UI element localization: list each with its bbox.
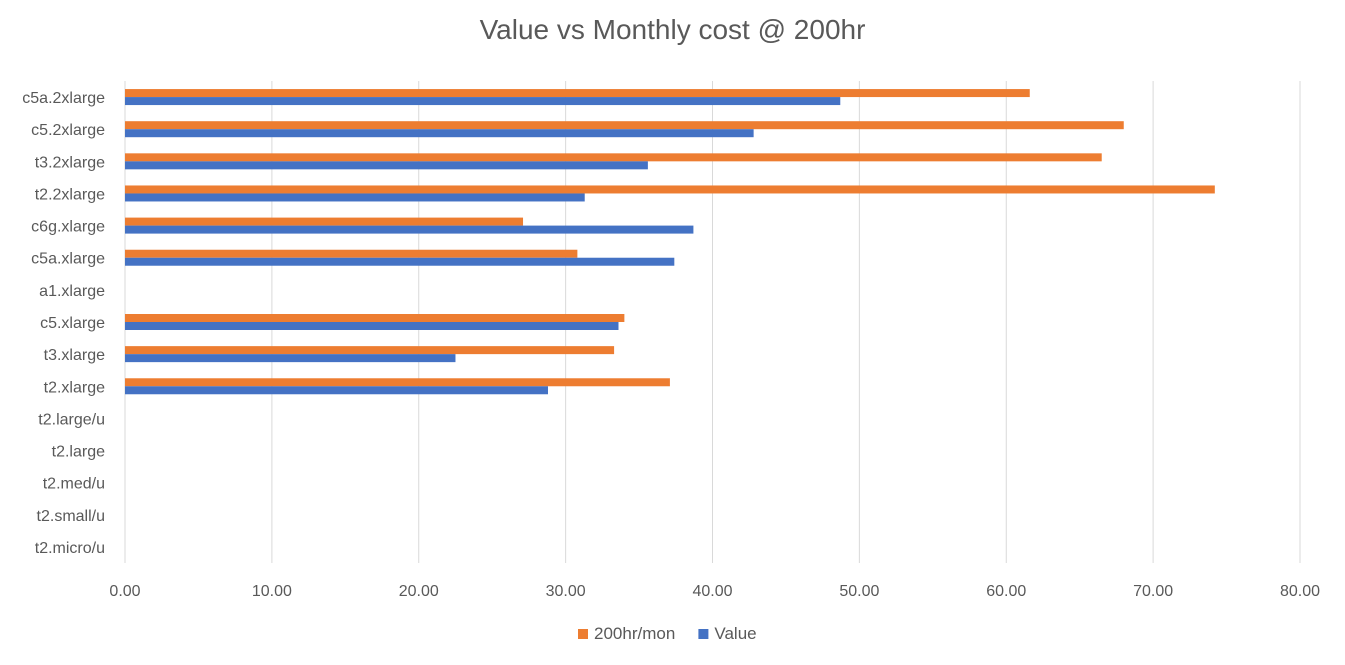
x-tick-label: 50.00: [839, 583, 879, 600]
legend-label: Value: [714, 624, 756, 643]
y-tick-label: t3.2xlarge: [35, 154, 105, 171]
y-tick-label: t2.micro/u: [35, 540, 105, 557]
bar-value: [125, 129, 754, 138]
x-tick-label: 30.00: [546, 583, 586, 600]
legend-swatch: [578, 629, 588, 639]
x-tick-label: 60.00: [986, 583, 1026, 600]
bar-value: [125, 161, 648, 170]
y-tick-label: t2.2xlarge: [35, 186, 105, 203]
bar-value: [125, 322, 619, 330]
x-tick-label: 20.00: [399, 583, 439, 600]
bar-value: [125, 193, 585, 202]
x-tick-label: 10.00: [252, 583, 292, 600]
bar-value: [125, 257, 675, 266]
x-tick-label: 80.00: [1280, 583, 1320, 600]
y-tick-label: t2.large/u: [38, 411, 105, 428]
bar-200hr-mon: [125, 185, 1215, 194]
bar-200hr-mon: [125, 153, 1102, 162]
legend-swatch: [698, 629, 709, 639]
y-tick-label: t3.xlarge: [44, 347, 105, 364]
bar-200hr-mon: [125, 314, 625, 322]
y-tick-label: t2.med/u: [43, 476, 105, 493]
bar-200hr-mon: [125, 121, 1124, 130]
x-tick-label: 40.00: [692, 583, 732, 600]
bar-200hr-mon: [125, 378, 670, 387]
bar-200hr-mon: [125, 249, 578, 258]
bar-value: [125, 386, 548, 395]
y-tick-label: c6g.xlarge: [31, 219, 105, 236]
bar-value: [125, 354, 456, 363]
y-tick-label: a1.xlarge: [39, 283, 105, 300]
bar-200hr-mon: [125, 217, 524, 226]
y-tick-label: c5a.xlarge: [31, 251, 105, 268]
legend-label: 200hr/mon: [594, 624, 675, 643]
y-tick-label: t2.large: [52, 444, 105, 461]
bar-200hr-mon: [125, 346, 615, 355]
y-tick-label: c5.xlarge: [40, 315, 105, 332]
bar-value: [125, 97, 841, 106]
bar-200hr-mon: [125, 89, 1030, 98]
y-tick-label: t2.xlarge: [44, 379, 105, 396]
x-tick-label: 0.00: [109, 583, 140, 600]
bar-value: [125, 225, 694, 234]
y-tick-label: c5a.2xlarge: [22, 90, 105, 107]
y-tick-label: c5.2xlarge: [31, 122, 105, 139]
y-tick-label: t2.small/u: [37, 508, 105, 525]
x-tick-label: 70.00: [1133, 583, 1173, 600]
chart-title: Value vs Monthly cost @ 200hr: [479, 14, 866, 45]
